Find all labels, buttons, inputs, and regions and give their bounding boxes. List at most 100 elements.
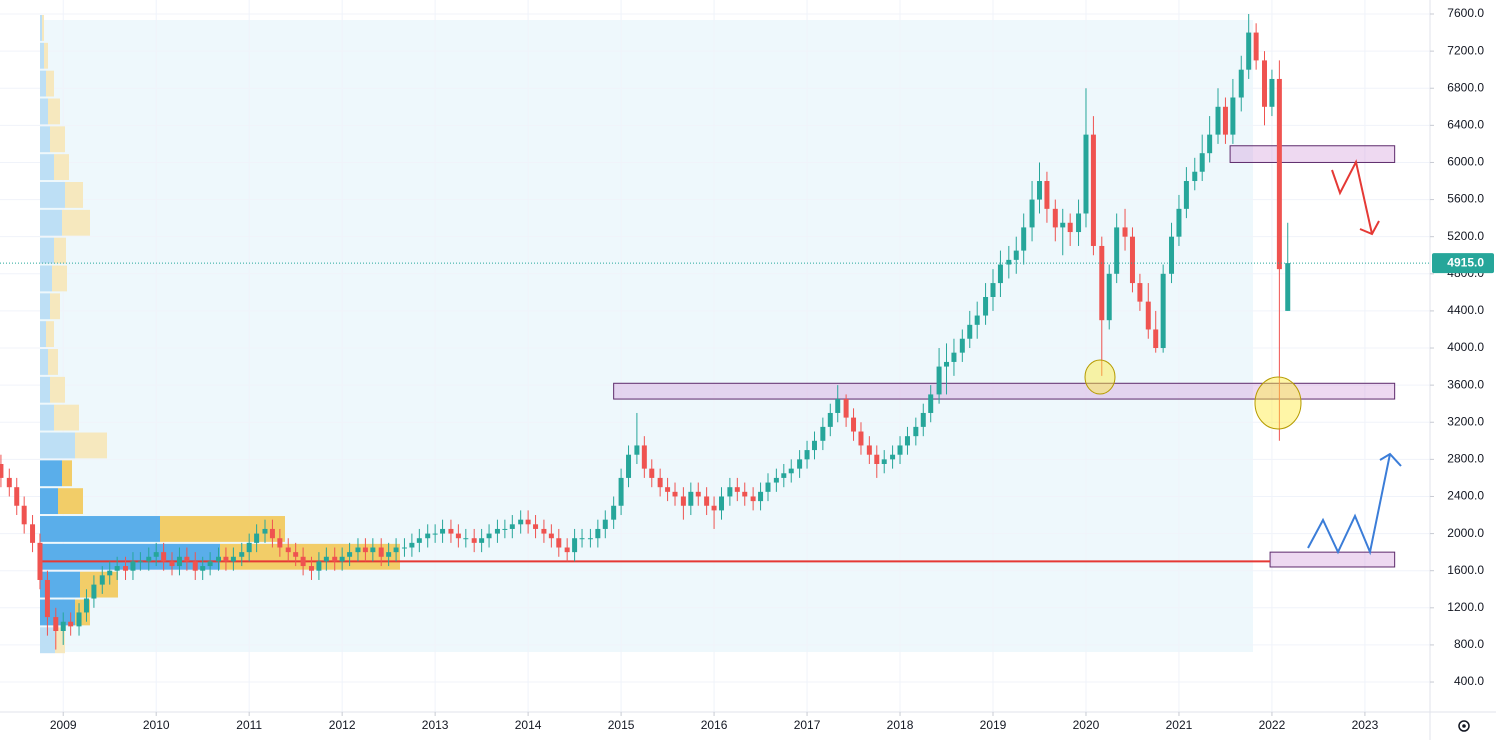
candle-body: [1176, 208, 1182, 237]
candle-body: [494, 528, 500, 534]
candle-body: [688, 491, 694, 506]
candle-body: [1285, 263, 1291, 311]
annotations: [1084, 159, 1402, 556]
y-tick-label: 1600.0: [1447, 563, 1484, 577]
candle-body: [695, 491, 701, 497]
settings-icon[interactable]: [1458, 720, 1470, 732]
candle-body: [1207, 134, 1213, 154]
candle-body: [913, 426, 919, 437]
candle-body: [773, 477, 779, 483]
candle-body: [727, 487, 733, 497]
profile-up: [40, 460, 62, 487]
profile-up: [40, 42, 44, 69]
candle-body: [378, 547, 384, 557]
candle-body: [1230, 97, 1236, 135]
candle-body: [130, 561, 136, 571]
candle-body: [44, 579, 50, 618]
candle-body: [797, 459, 803, 469]
candle-body: [843, 399, 849, 418]
candle-body: [804, 450, 810, 460]
profile-up: [40, 209, 62, 236]
profile-down: [55, 627, 65, 654]
x-tick-label: 2013: [422, 718, 449, 732]
candle-body: [665, 487, 671, 492]
candle-body: [479, 538, 485, 543]
profile-up: [40, 404, 54, 431]
profile-up: [40, 154, 54, 181]
last-price-tag: [1432, 253, 1494, 274]
candle-body: [239, 552, 245, 557]
candle-body: [572, 538, 578, 553]
profile-up: [40, 488, 58, 515]
y-tick-label: 6400.0: [1447, 118, 1484, 132]
candle-body: [362, 547, 368, 553]
candle-body: [0, 463, 4, 478]
up-arrow: [1307, 453, 1391, 556]
candle-body: [509, 524, 515, 529]
candles: [0, 14, 1291, 650]
candle-body: [83, 598, 89, 613]
profile-down: [54, 237, 66, 264]
candle-body: [1052, 208, 1058, 228]
down-arrow: [1331, 159, 1373, 235]
candle-body: [556, 538, 562, 548]
candle-body: [858, 431, 864, 446]
candle-body: [704, 496, 710, 506]
candle-body: [1029, 199, 1035, 228]
candle-body: [386, 552, 392, 557]
y-tick-label: 6000.0: [1447, 155, 1484, 169]
profile-up: [40, 293, 50, 320]
profile-up: [40, 182, 65, 208]
candle-body: [14, 487, 20, 506]
candle-body: [1099, 245, 1105, 321]
candle-body: [1145, 301, 1151, 330]
candle-body: [587, 538, 593, 540]
candle-body: [91, 584, 97, 599]
candle-body: [161, 552, 167, 562]
settings-gear[interactable]: [1458, 720, 1470, 732]
y-tick-label: 800.0: [1454, 637, 1484, 651]
candle-body: [76, 612, 82, 627]
candle-body: [1006, 259, 1012, 265]
profile-down: [50, 376, 65, 403]
candle-body: [347, 552, 353, 557]
candle-body: [1122, 227, 1128, 237]
candle-body: [595, 528, 601, 539]
candle-body: [990, 283, 996, 297]
candle-body: [114, 566, 120, 571]
candle-body: [758, 491, 764, 502]
profile-down: [58, 488, 83, 515]
candle-body: [30, 524, 36, 543]
candle-body: [285, 547, 291, 553]
profile-up: [40, 98, 48, 125]
candle-body: [1153, 329, 1159, 349]
profile-up: [40, 126, 50, 153]
candle-body: [316, 561, 322, 571]
x-tick-label: 2011: [236, 718, 262, 732]
candle-body: [1222, 106, 1228, 135]
candle-body: [634, 445, 640, 455]
candle-body: [997, 264, 1003, 284]
candle-body: [541, 528, 547, 534]
zone: [1269, 551, 1396, 568]
profile-up: [40, 627, 55, 654]
profile-up: [40, 265, 52, 292]
settings-gear-center[interactable]: [1462, 724, 1466, 728]
candle-body: [719, 496, 725, 511]
candle-body: [518, 519, 524, 525]
candle-body: [1183, 181, 1189, 209]
candle-body: [618, 477, 624, 506]
profile-down: [48, 349, 58, 375]
candle-body: [866, 445, 872, 455]
profile-down: [52, 265, 67, 292]
y-tick-label: 2800.0: [1447, 452, 1484, 466]
candle-body: [425, 533, 431, 539]
y-tick-label: 400.0: [1454, 674, 1484, 688]
x-tick-label: 2019: [980, 718, 1007, 732]
candle-body: [60, 621, 66, 632]
y-tick-label: 4000.0: [1447, 340, 1484, 354]
candle-body: [827, 412, 833, 427]
profile-up: [40, 516, 160, 542]
candle-body: [323, 556, 329, 562]
profile-down: [46, 321, 54, 348]
